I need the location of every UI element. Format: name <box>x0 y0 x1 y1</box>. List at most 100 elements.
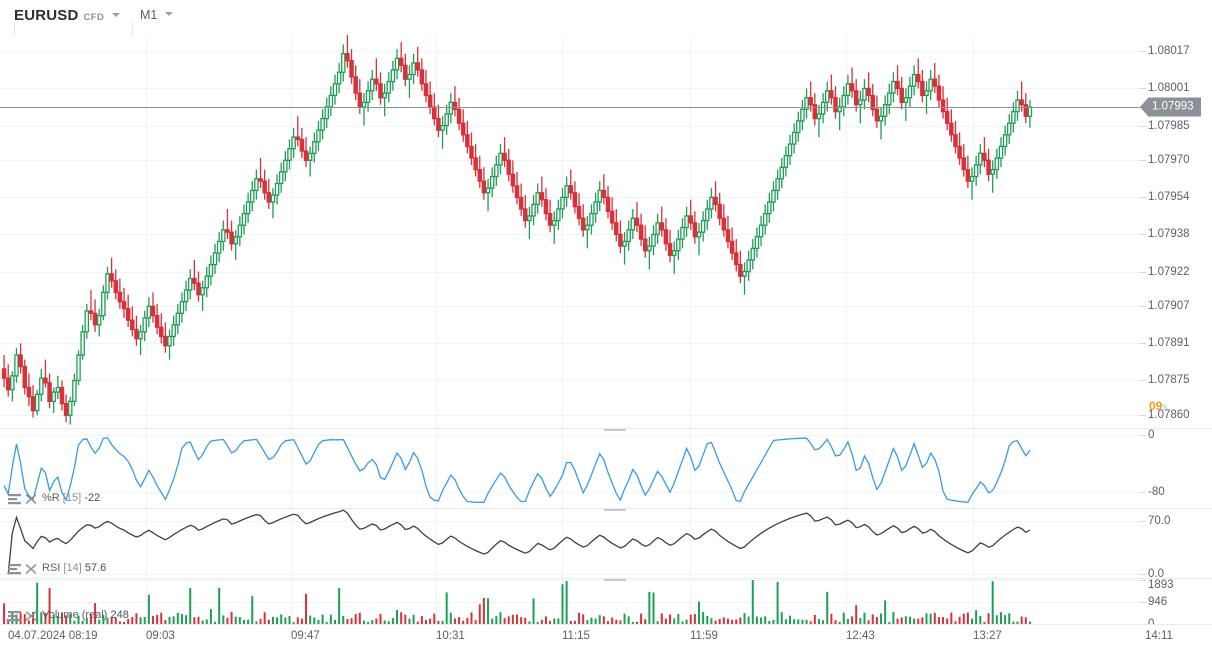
vertical-gridline <box>146 579 147 624</box>
williams-r-axis[interactable]: 0 -80 <box>1140 429 1212 508</box>
axis-tickmark <box>1140 602 1146 604</box>
price-gridline <box>0 88 1140 90</box>
volume-legend[interactable]: Volume (real) 248 <box>8 609 129 622</box>
countdown-unit: s <box>1162 400 1168 413</box>
williams-r-axis-label: 0 <box>1148 428 1155 441</box>
indicator-settings-icon[interactable] <box>8 492 21 505</box>
indicator-value: -22 <box>84 492 101 504</box>
indicator-period: [15] <box>62 492 82 504</box>
williams-r-plot-area[interactable] <box>0 429 1140 508</box>
vertical-gridline <box>146 429 147 508</box>
williams-r-gridline <box>0 491 1140 493</box>
axis-tickmark <box>1140 579 1146 581</box>
williams-r-axis-label: -80 <box>1148 485 1165 498</box>
timeframe-selector[interactable]: M1 <box>140 8 174 22</box>
panel-resize-grip[interactable] <box>604 579 626 581</box>
price-axis-label: 1.08017 <box>1148 45 1190 58</box>
indicator-value: 248 <box>110 609 129 621</box>
axis-tickmark <box>1140 125 1146 127</box>
vertical-gridline <box>291 429 292 508</box>
vertical-gridline <box>846 579 847 624</box>
panel-resize-grip[interactable] <box>604 509 626 511</box>
close-icon[interactable] <box>25 492 38 504</box>
header-divider-left <box>14 22 15 36</box>
williams-r-panel[interactable]: 0 -80 %R [15] -22 <box>0 428 1212 508</box>
header-divider-right <box>132 22 133 36</box>
vertical-gridline <box>690 509 691 578</box>
current-price-badge[interactable]: 1.07993 <box>1148 97 1201 117</box>
axis-tickmark <box>1140 160 1146 162</box>
rsi-panel[interactable]: 70.0 0.0 RSI [14] 57.6 <box>0 508 1212 578</box>
price-gridline <box>0 343 1140 345</box>
price-gridline <box>0 51 1140 53</box>
axis-tickmark <box>1140 521 1146 523</box>
price-badge-arrow <box>1140 98 1148 116</box>
volume-panel[interactable]: 1893 946 0 Volume (real) 248 <box>0 578 1212 624</box>
vertical-gridline <box>562 509 563 578</box>
vertical-gridline <box>146 509 147 578</box>
price-plot-area[interactable] <box>0 34 1140 428</box>
volume-axis-label: 1893 <box>1148 578 1174 591</box>
price-axis-label: 1.07954 <box>1148 191 1190 204</box>
price-panel[interactable]: 1.08017 1.08001 1.07985 1.07970 1.07954 1.079… <box>0 34 1212 428</box>
symbol-selector[interactable]: EURUSD CFD <box>14 7 121 24</box>
vertical-gridline <box>690 429 691 508</box>
indicator-period: [14] <box>63 562 82 574</box>
vertical-gridline <box>973 509 974 578</box>
bar-countdown-timer: 09s <box>1149 399 1168 413</box>
close-icon[interactable] <box>25 562 38 574</box>
rsi-legend-text: RSI [14] 57.6 <box>42 562 106 574</box>
price-axis[interactable]: 1.08017 1.08001 1.07985 1.07970 1.07954 1.079… <box>1140 34 1212 428</box>
timeframe-label: M1 <box>140 8 158 22</box>
rsi-plot-area[interactable] <box>0 509 1140 578</box>
current-price-line <box>0 107 1140 108</box>
close-icon[interactable] <box>25 609 38 621</box>
axis-tickmark <box>1140 343 1146 345</box>
price-axis-label: 1.07970 <box>1148 154 1190 167</box>
price-axis-label: 1.07907 <box>1148 300 1190 313</box>
vertical-gridline <box>562 34 563 428</box>
time-axis[interactable]: 04.07.2024 08:19 09:03 09:47 10:31 11:15 11:5… <box>0 624 1212 648</box>
time-axis-label: 13:27 <box>973 630 1002 642</box>
rsi-axis[interactable]: 70.0 0.0 <box>1140 509 1212 578</box>
axis-tickmark <box>1140 197 1146 199</box>
time-axis-label: 11:15 <box>562 630 590 642</box>
vertical-gridline <box>846 509 847 578</box>
indicator-settings-icon[interactable] <box>8 562 21 575</box>
price-axis-label: 1.07860 <box>1148 409 1190 422</box>
indicator-settings-icon[interactable] <box>8 609 21 622</box>
indicator-name: %R <box>42 492 60 504</box>
volume-axis[interactable]: 1893 946 0 <box>1140 579 1212 624</box>
axis-tickmark <box>1140 271 1146 273</box>
axis-tickmark <box>1140 88 1146 90</box>
time-axis-label: 04.07.2024 08:19 <box>8 630 98 642</box>
vertical-gridline <box>291 509 292 578</box>
price-gridline <box>0 234 1140 236</box>
panel-resize-grip[interactable] <box>604 429 626 431</box>
rsi-axis-label: 0.0 <box>1148 568 1164 578</box>
volume-axis-label: 946 <box>1148 596 1168 609</box>
vertical-gridline <box>973 429 974 508</box>
axis-tickmark <box>1140 491 1146 493</box>
time-axis-label: 09:03 <box>146 630 175 642</box>
time-axis-label: 11:59 <box>690 630 718 642</box>
axis-tickmark <box>1140 434 1146 436</box>
indicator-name: Volume (real) <box>42 609 108 621</box>
vertical-gridline <box>690 579 691 624</box>
rsi-gridline <box>0 521 1140 523</box>
volume-plot-area[interactable] <box>0 579 1140 624</box>
axis-tickmark <box>1140 380 1146 382</box>
vertical-gridline <box>846 34 847 428</box>
time-axis-label: 14:11 <box>1145 630 1173 642</box>
price-axis-label: 1.07922 <box>1148 265 1190 278</box>
chevron-down-icon <box>165 12 174 16</box>
rsi-legend[interactable]: RSI [14] 57.6 <box>8 562 106 575</box>
vertical-gridline <box>436 34 437 428</box>
vertical-gridline <box>291 579 292 624</box>
williams-r-legend[interactable]: %R [15] -22 <box>8 492 101 505</box>
price-gridline <box>0 380 1140 382</box>
rsi-gridline <box>0 574 1140 576</box>
rsi-line-series <box>7 509 1031 575</box>
time-axis-label: 09:47 <box>291 630 320 642</box>
